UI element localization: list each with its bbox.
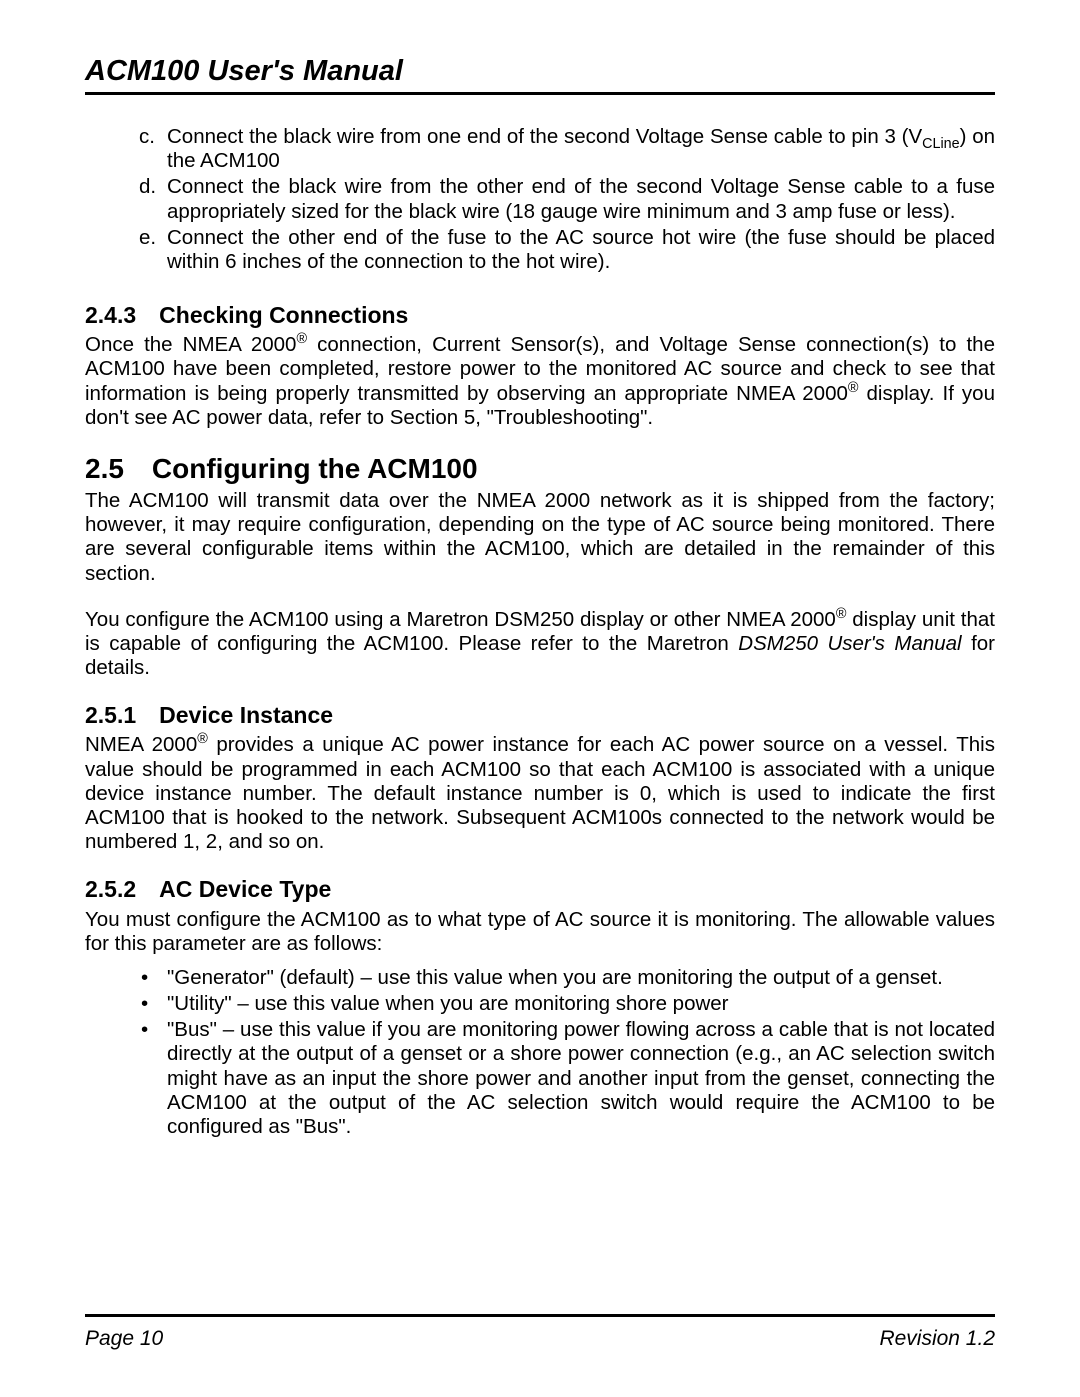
list-letter: d. <box>139 175 156 199</box>
bullet-item-3: • "Bus" – use this value if you are moni… <box>167 1018 995 1139</box>
heading-251: 2.5.1 Device Instance <box>85 702 995 729</box>
text-243-pre: Once the NMEA 2000 <box>85 333 296 356</box>
lettered-list: c. Connect the black wire from one end o… <box>85 125 995 274</box>
footer-revision: Revision 1.2 <box>879 1327 995 1351</box>
page-footer: Page 10 Revision 1.2 <box>85 1327 995 1351</box>
footer-page-number: Page 10 <box>85 1327 163 1351</box>
page-container: ACM100 User's Manual c. Connect the blac… <box>0 0 1080 1139</box>
text-25-2-italic: DSM250 User's Manual <box>738 632 961 655</box>
footer-rule <box>85 1314 995 1317</box>
bullet-text: "Generator" (default) – use this value w… <box>167 966 943 989</box>
heading-25: 2.5 Configuring the ACM100 <box>85 452 995 485</box>
bullet-item-1: • "Generator" (default) – use this value… <box>167 966 995 990</box>
text-251-post: provides a unique AC power instance for … <box>85 733 995 853</box>
para-25-2: You configure the ACM100 using a Maretro… <box>85 608 995 681</box>
list-text: Connect the black wire from the other en… <box>167 175 995 222</box>
bullet-text: "Utility" – use this value when you are … <box>167 992 729 1015</box>
subscript-cline: CLine <box>922 136 959 152</box>
list-item-e: e. Connect the other end of the fuse to … <box>167 226 995 274</box>
para-251: NMEA 2000® provides a unique AC power in… <box>85 733 995 854</box>
registered-mark: ® <box>296 331 307 347</box>
header-rule <box>85 92 995 95</box>
para-243: Once the NMEA 2000® connection, Current … <box>85 333 995 430</box>
text-25-2-pre: You configure the ACM100 using a Maretro… <box>85 608 836 631</box>
list-text-pre: Connect the black wire from one end of t… <box>167 125 922 148</box>
heading-252: 2.5.2 AC Device Type <box>85 876 995 903</box>
heading-243: 2.4.3 Checking Connections <box>85 302 995 329</box>
bullet-icon: • <box>141 992 148 1016</box>
bullet-text: "Bus" – use this value if you are monito… <box>167 1018 995 1138</box>
registered-mark: ® <box>848 380 859 396</box>
list-item-d: d. Connect the black wire from the other… <box>167 175 995 223</box>
list-item-c: c. Connect the black wire from one end o… <box>167 125 995 173</box>
list-letter: c. <box>139 125 155 149</box>
registered-mark: ® <box>836 606 847 622</box>
registered-mark: ® <box>197 732 208 748</box>
bullet-icon: • <box>141 966 148 990</box>
content-body: c. Connect the black wire from one end o… <box>85 125 995 1139</box>
para-25-1: The ACM100 will transmit data over the N… <box>85 489 995 586</box>
bullet-icon: • <box>141 1018 148 1042</box>
bulleted-list: • "Generator" (default) – use this value… <box>85 966 995 1139</box>
bullet-item-2: • "Utility" – use this value when you ar… <box>167 992 995 1016</box>
list-text: Connect the other end of the fuse to the… <box>167 226 995 273</box>
para-252-intro: You must configure the ACM100 as to what… <box>85 908 995 956</box>
list-letter: e. <box>139 226 156 250</box>
text-251-pre: NMEA 2000 <box>85 733 197 756</box>
document-header-title: ACM100 User's Manual <box>85 55 995 92</box>
